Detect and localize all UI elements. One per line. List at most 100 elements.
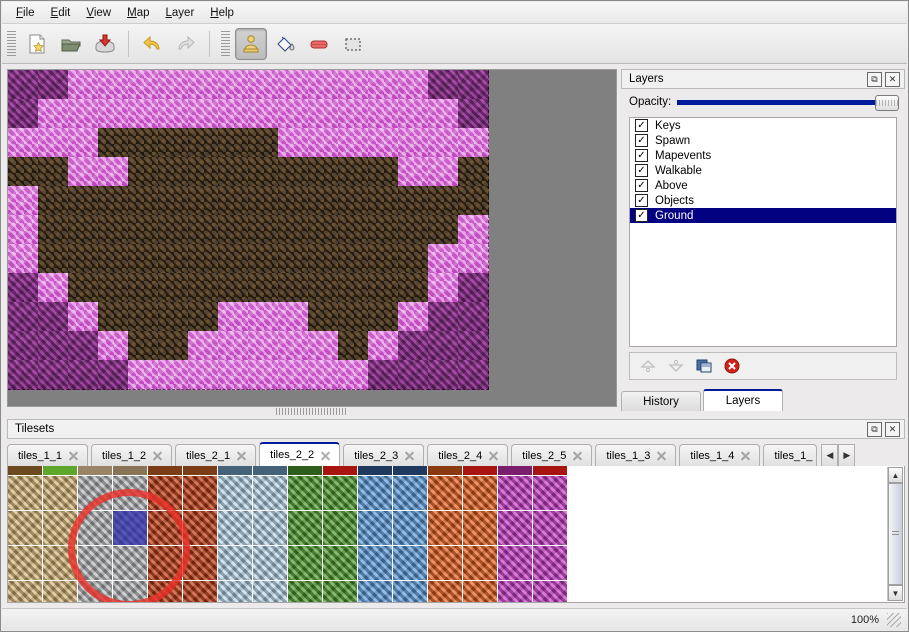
layer-visibility-checkbox[interactable]: ✓ [635, 149, 648, 162]
map-tile[interactable] [398, 331, 429, 361]
tileset-tile[interactable] [183, 511, 218, 546]
tileset-tile[interactable] [113, 546, 148, 581]
map-tile[interactable] [278, 70, 309, 100]
scroll-tabs-right-button[interactable]: ▶ [838, 444, 856, 467]
map-tile[interactable] [368, 244, 399, 274]
map-tile[interactable] [368, 157, 399, 187]
layer-list-item[interactable]: ✓ Walkable [630, 163, 896, 178]
menu-help[interactable]: Help [210, 6, 234, 19]
map-tile[interactable] [98, 128, 129, 158]
close-tab-icon[interactable] [320, 450, 331, 461]
tileset-header-cell[interactable] [148, 466, 183, 476]
tileset-tile[interactable] [113, 476, 148, 511]
tileset-tile[interactable] [253, 511, 288, 546]
map-tile[interactable] [338, 70, 369, 100]
map-tile[interactable] [128, 70, 159, 100]
map-tile[interactable] [128, 302, 159, 332]
map-tile[interactable] [428, 70, 459, 100]
map-tile[interactable] [218, 99, 249, 129]
map-tile[interactable] [68, 128, 99, 158]
tileset-tile[interactable] [183, 581, 218, 602]
layer-visibility-checkbox[interactable]: ✓ [635, 119, 648, 132]
map-tile[interactable] [458, 99, 489, 129]
tileset-tile[interactable] [323, 476, 358, 511]
tileset-tab[interactable]: tiles_1_ [763, 444, 818, 466]
tileset-tab[interactable]: tiles_2_4 [427, 444, 509, 466]
tileset-tile[interactable] [8, 581, 43, 602]
tileset-tab[interactable]: tiles_2_5 [511, 444, 593, 466]
tileset-header-cell[interactable] [113, 466, 148, 476]
toolbar-grip[interactable] [7, 30, 16, 57]
map-tile[interactable] [98, 331, 129, 361]
map-tile[interactable] [8, 302, 39, 332]
tileset-tile[interactable] [323, 511, 358, 546]
tileset-tab[interactable]: tiles_2_2 [259, 442, 341, 466]
map-tile[interactable] [158, 244, 189, 274]
tileset-tile[interactable] [148, 581, 183, 602]
map-tile[interactable] [308, 70, 339, 100]
map-tile[interactable] [338, 273, 369, 303]
map-tile[interactable] [308, 186, 339, 216]
tileset-tile[interactable] [253, 476, 288, 511]
map-tile[interactable] [188, 186, 219, 216]
select-rectangle-icon[interactable] [337, 28, 369, 60]
map-tile[interactable] [8, 360, 39, 390]
map-tile[interactable] [368, 302, 399, 332]
map-tile[interactable] [248, 186, 279, 216]
map-tile[interactable] [338, 215, 369, 245]
tileset-tile[interactable] [78, 511, 113, 546]
map-tile[interactable] [278, 273, 309, 303]
map-tile[interactable] [128, 331, 159, 361]
map-tile[interactable] [218, 302, 249, 332]
tileset-tab[interactable]: tiles_2_3 [343, 444, 425, 466]
map-tile[interactable] [398, 215, 429, 245]
map-tile[interactable] [188, 360, 219, 390]
map-tile[interactable] [368, 215, 399, 245]
map-tile[interactable] [248, 157, 279, 187]
float-icon[interactable]: ⧉ [867, 421, 882, 437]
tileset-tile[interactable] [498, 581, 533, 602]
close-tab-icon[interactable] [488, 450, 499, 461]
map-tile[interactable] [98, 99, 129, 129]
map-tile[interactable] [158, 157, 189, 187]
tileset-tile[interactable] [463, 476, 498, 511]
map-tile[interactable] [248, 128, 279, 158]
float-icon[interactable]: ⧉ [867, 71, 882, 87]
map-tile[interactable] [368, 128, 399, 158]
map-tile[interactable] [98, 360, 129, 390]
close-tab-icon[interactable] [236, 450, 247, 461]
map-tile[interactable] [188, 128, 219, 158]
tileset-tab[interactable]: tiles_2_1 [175, 444, 257, 466]
map-tile[interactable] [188, 244, 219, 274]
map-tile[interactable] [68, 331, 99, 361]
map-tile[interactable] [458, 215, 489, 245]
tileset-tile[interactable] [498, 476, 533, 511]
map-tile[interactable] [38, 99, 69, 129]
tileset-tile[interactable] [218, 511, 253, 546]
layer-visibility-checkbox[interactable]: ✓ [635, 134, 648, 147]
map-tile[interactable] [458, 331, 489, 361]
menu-file[interactable]: File [16, 6, 35, 19]
map-canvas[interactable] [7, 69, 617, 407]
eraser-icon[interactable] [303, 28, 335, 60]
map-tile[interactable] [8, 70, 39, 100]
map-tile[interactable] [158, 186, 189, 216]
map-tile[interactable] [8, 215, 39, 245]
map-tile[interactable] [278, 128, 309, 158]
tileset-tile[interactable] [428, 581, 463, 602]
map-tile[interactable] [308, 360, 339, 390]
map-tile[interactable] [398, 273, 429, 303]
tileset-tile[interactable] [393, 546, 428, 581]
map-tile[interactable] [98, 215, 129, 245]
map-tile[interactable] [248, 99, 279, 129]
tileset-tile[interactable] [498, 546, 533, 581]
map-tile[interactable] [98, 244, 129, 274]
map-tile[interactable] [458, 244, 489, 274]
tileset-tab[interactable]: tiles_1_2 [91, 444, 173, 466]
map-tile[interactable] [398, 128, 429, 158]
menu-view[interactable]: View [86, 6, 112, 19]
tileset-tile[interactable] [78, 581, 113, 602]
map-tile[interactable] [98, 186, 129, 216]
map-tile[interactable] [248, 331, 279, 361]
map-tile[interactable] [218, 215, 249, 245]
